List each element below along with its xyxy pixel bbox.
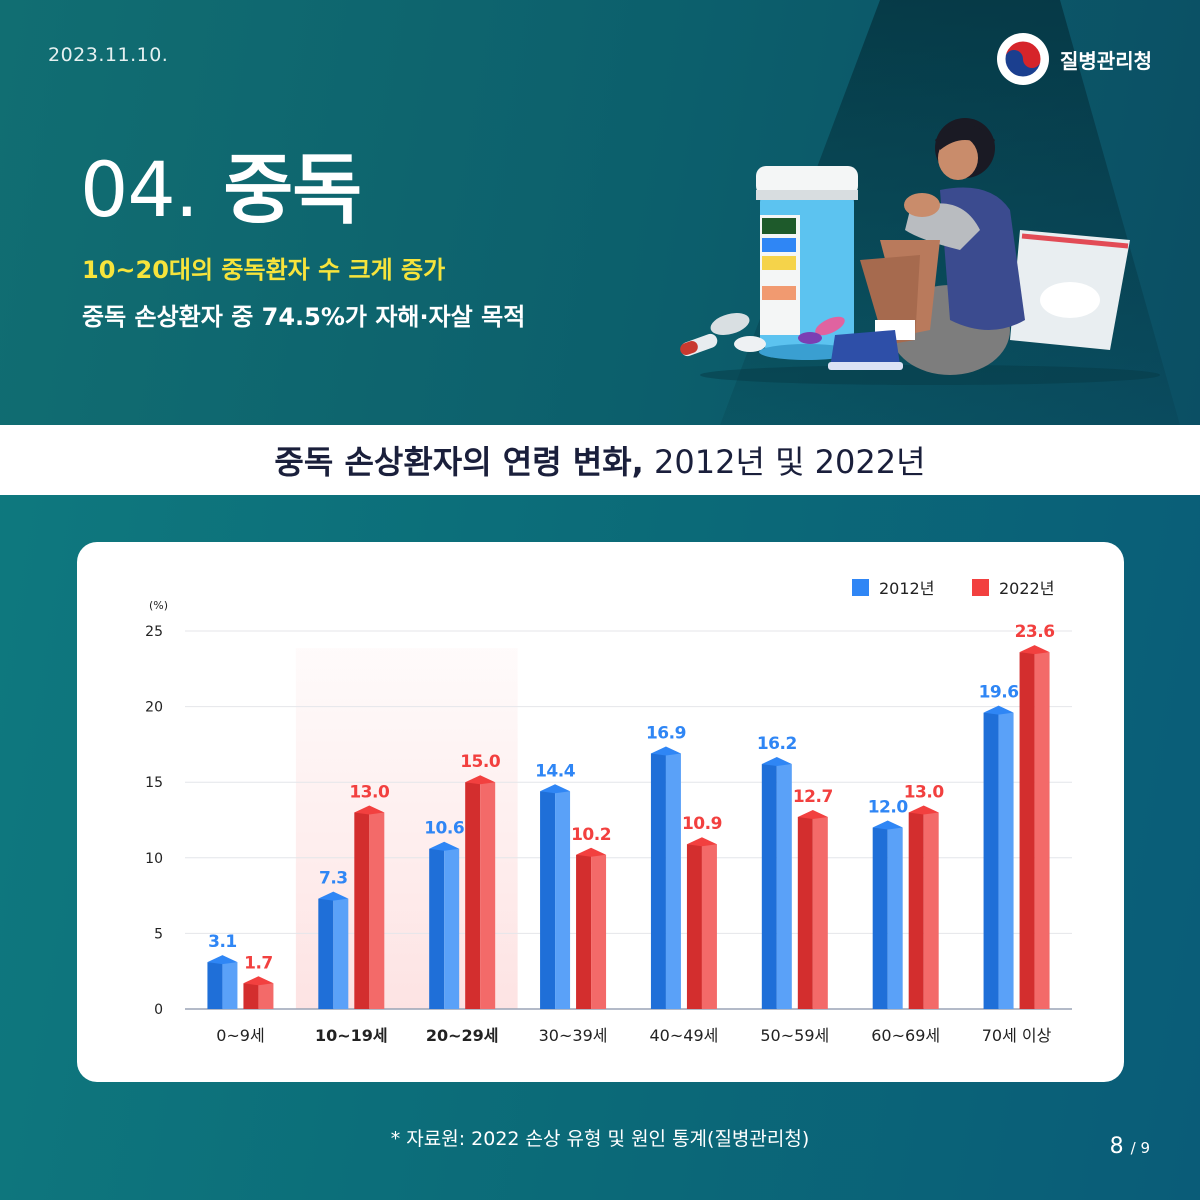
bar-value-label: 16.2 xyxy=(757,734,797,754)
bar-2022 xyxy=(243,976,274,1009)
bar-value-label: 7.3 xyxy=(319,869,348,889)
y-tick-label: 10 xyxy=(145,851,163,867)
chart-title-rest: 2012년 및 2022년 xyxy=(643,443,926,481)
bar-value-label: 10.2 xyxy=(571,825,611,845)
bar-2022 xyxy=(908,805,939,1009)
chart-title-bold: 중독 손상환자의 연령 변화, xyxy=(274,443,644,481)
bar-value-label: 12.7 xyxy=(793,787,833,807)
bar-chart: 0 5 10 15 20 25 (%) 2012년 2022년 3.1 1.7 0~9세 7.3 13.0… xyxy=(145,579,1072,1045)
kdca-emblem-icon xyxy=(997,33,1049,85)
source-note: * 자료원: 2022 손상 유형 및 원인 통계(질병관리청) xyxy=(390,1128,810,1150)
bar-2022 xyxy=(354,805,385,1009)
brand-logo: 질병관리청 xyxy=(996,32,1152,86)
legend-label: 2022년 xyxy=(999,579,1054,598)
bar-value-label: 13.0 xyxy=(904,782,945,802)
brand-name: 질병관리청 xyxy=(1060,48,1152,73)
chart-title-band: 중독 손상환자의 연령 변화, 2012년 및 2022년 xyxy=(0,425,1200,495)
page-total: / 9 xyxy=(1130,1139,1150,1157)
legend-swatch xyxy=(972,579,989,596)
bar-2012 xyxy=(207,955,238,1009)
x-tick-label: 0~9세 xyxy=(216,1026,265,1045)
x-tick-label: 40~49세 xyxy=(650,1026,719,1045)
bar-2022 xyxy=(576,847,607,1009)
bar-2022 xyxy=(686,837,717,1009)
bar-2012 xyxy=(650,746,681,1009)
x-tick-label: 30~39세 xyxy=(539,1026,608,1045)
y-axis-unit: (%) xyxy=(149,599,168,612)
poisoning-illustration xyxy=(680,118,1160,385)
section-number: 04. xyxy=(80,145,199,234)
subtitle: 중독 손상환자 중 74.5%가 자해·자살 목적 xyxy=(82,303,526,331)
bar-2022 xyxy=(797,809,828,1009)
y-tick-label: 25 xyxy=(145,624,163,640)
bar-value-label: 14.4 xyxy=(535,761,576,781)
bar-value-label: 1.7 xyxy=(244,953,273,973)
bar-value-label: 15.0 xyxy=(460,752,501,772)
bar-value-label: 12.0 xyxy=(868,798,909,818)
x-tick-label: 50~59세 xyxy=(760,1026,829,1045)
x-tick-label: 10~19세 xyxy=(315,1026,388,1045)
y-tick-label: 15 xyxy=(145,775,163,791)
bar-2012 xyxy=(761,757,792,1009)
y-tick-label: 5 xyxy=(154,926,163,942)
bar-2012 xyxy=(540,784,571,1009)
x-tick-label: 20~29세 xyxy=(426,1026,499,1045)
subtitle-highlight: 10~20대의 중독환자 수 크게 증가 xyxy=(82,256,446,284)
bar-value-label: 23.6 xyxy=(1015,622,1055,642)
bar-2012 xyxy=(872,820,903,1009)
bar-value-label: 3.1 xyxy=(208,932,237,952)
section-title: 04. 중독 xyxy=(80,128,362,238)
bar-2012 xyxy=(429,841,460,1009)
bar-2022 xyxy=(1019,645,1050,1009)
y-tick-label: 20 xyxy=(145,700,163,716)
page-current: 8 xyxy=(1109,1134,1124,1159)
bar-2012 xyxy=(983,705,1014,1009)
y-tick-label: 0 xyxy=(154,1002,163,1018)
chart-card: 0 5 10 15 20 25 (%) 2012년 2022년 3.1 1.7 0~9세 7.3 13.0… xyxy=(77,542,1124,1082)
publish-date: 2023.11.10. xyxy=(48,44,169,66)
bar-value-label: 10.9 xyxy=(682,814,722,834)
page-indicator: 8 / 9 xyxy=(1110,1134,1150,1159)
x-tick-label: 70세 이상 xyxy=(982,1026,1052,1045)
header-section: 2023.11.10. 질병관리청 04. 중독 10~20대의 중독환자 수 … xyxy=(0,0,1200,425)
bar-value-label: 19.6 xyxy=(979,683,1019,703)
legend-swatch xyxy=(852,579,869,596)
bar-value-label: 16.9 xyxy=(646,723,686,743)
chart-title: 중독 손상환자의 연령 변화, 2012년 및 2022년 xyxy=(274,437,925,483)
legend-label: 2012년 xyxy=(879,579,934,598)
bar-value-label: 13.0 xyxy=(349,782,390,802)
bar-2012 xyxy=(318,891,349,1009)
x-tick-label: 60~69세 xyxy=(871,1026,940,1045)
section-title-text: 중독 xyxy=(223,145,362,234)
bar-value-label: 10.6 xyxy=(424,819,464,839)
bar-2022 xyxy=(465,775,496,1009)
